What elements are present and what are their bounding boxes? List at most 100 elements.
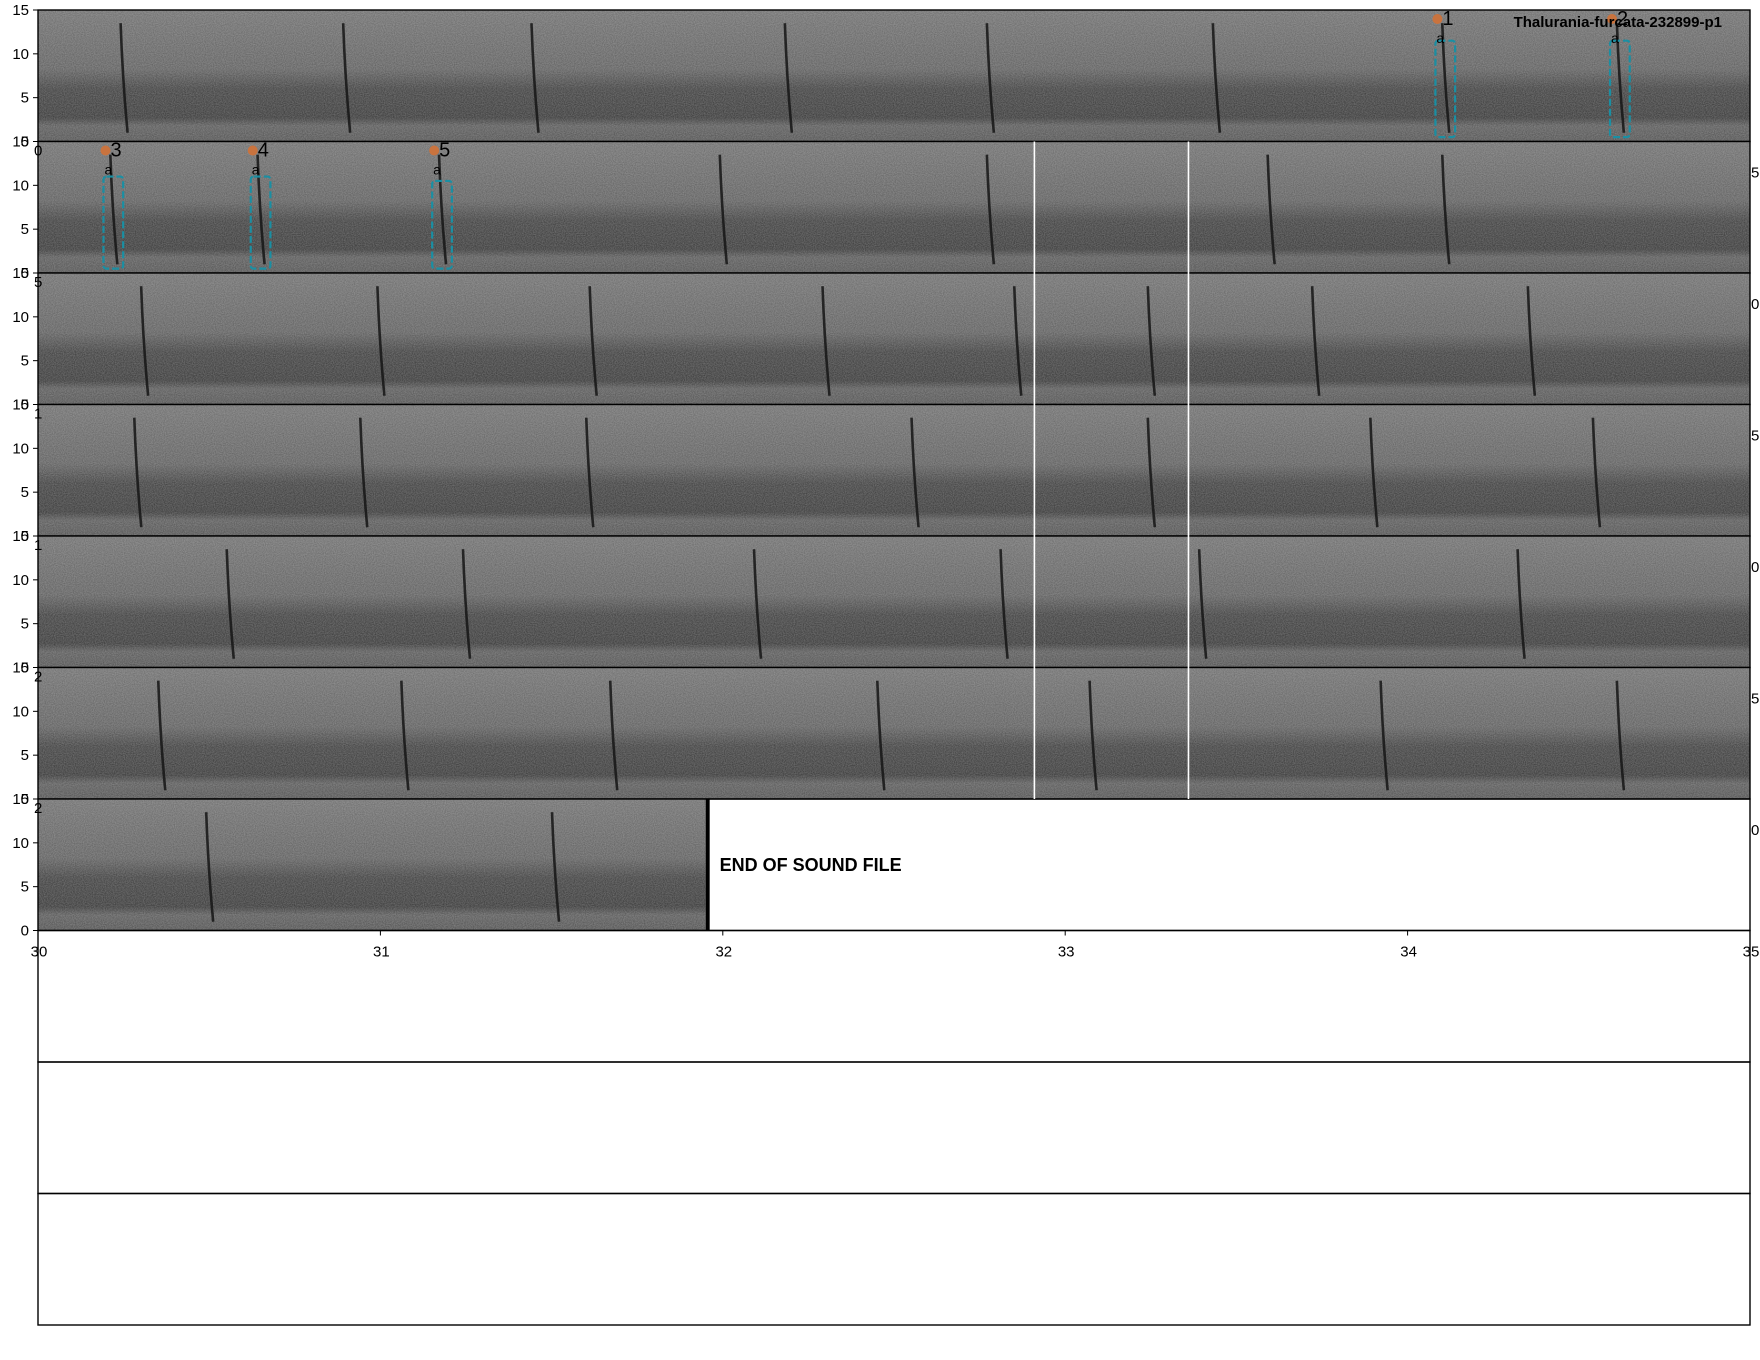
- y-tick-label: 15: [12, 660, 29, 677]
- call-trace: [985, 23, 996, 133]
- call-trace: [376, 286, 386, 396]
- y-tick-label: 5: [21, 879, 29, 896]
- annotation-call-label: a: [433, 162, 441, 178]
- spectrogram-row: [37, 929, 1751, 1063]
- spectrogram-noise: [38, 667, 1750, 799]
- annotation-number: 3: [110, 140, 121, 162]
- y-tick-label: 10: [12, 309, 29, 326]
- y-tick-label: 10: [12, 177, 29, 194]
- call-trace: [132, 417, 143, 528]
- y-tick-label: 15: [12, 265, 29, 282]
- call-trace: [341, 23, 352, 133]
- end-of-file-marker: [705, 799, 710, 931]
- call-trace: [1146, 417, 1157, 528]
- spectrogram-noise: [38, 536, 1750, 668]
- annotation-box: [1434, 39, 1457, 139]
- annotation-call-label: a: [104, 162, 112, 178]
- x-tick-label: 34: [1400, 944, 1417, 961]
- call-trace: [204, 812, 215, 922]
- x-tick-label: 5: [1751, 428, 1759, 445]
- y-tick-label: 0: [21, 265, 29, 282]
- annotation-marker: [100, 145, 111, 156]
- call-trace: [1088, 680, 1098, 791]
- y-tick-label: 0: [21, 923, 29, 940]
- y-tick-label: 15: [12, 2, 29, 19]
- call-trace: [752, 549, 763, 659]
- call-trace: [718, 154, 729, 265]
- x-tick-label: 0: [1751, 296, 1759, 313]
- annotation-box: [249, 175, 272, 270]
- call-trace: [783, 23, 794, 133]
- annotation-marker: [1607, 14, 1618, 24]
- annotation-call-label: a: [1436, 30, 1444, 46]
- end-of-file-label: END OF SOUND FILE: [720, 855, 902, 875]
- call-trace: [461, 549, 472, 659]
- annotation-call-label: a: [252, 162, 260, 178]
- x-tick-label: 33: [1058, 944, 1075, 961]
- call-trace: [1526, 286, 1537, 396]
- y-tick-label: 15: [12, 791, 29, 808]
- x-tick-label: 0: [1751, 559, 1759, 576]
- x-tick-label: 5: [1751, 691, 1759, 708]
- call-trace: [1440, 154, 1451, 265]
- x-tick-label: 30: [31, 944, 48, 961]
- y-tick-label: 10: [12, 703, 29, 720]
- call-trace: [1310, 286, 1321, 396]
- y-tick-label: 15: [12, 397, 29, 414]
- y-tick-label: 5: [21, 221, 29, 238]
- y-tick-label: 0: [21, 528, 29, 545]
- y-tick-label: 0: [21, 791, 29, 808]
- annotation-marker: [1432, 14, 1443, 24]
- annotation-box: [431, 179, 453, 270]
- annotation-number: 1: [1442, 8, 1453, 30]
- annotation-number: 5: [439, 140, 450, 162]
- call-trace: [437, 154, 448, 265]
- spectrogram-noise: [38, 273, 1750, 405]
- y-tick-label: 5: [21, 484, 29, 501]
- call-trace: [119, 23, 129, 133]
- call-trace: [1146, 286, 1157, 396]
- call-trace: [588, 286, 598, 396]
- call-trace: [1591, 417, 1602, 528]
- call-trace: [821, 286, 831, 396]
- x-tick-label: 0: [1751, 822, 1759, 839]
- call-trace: [400, 680, 410, 791]
- annotation-box: [1608, 39, 1631, 139]
- annotation-box: [102, 175, 125, 270]
- annotation-marker: [247, 145, 258, 156]
- spectrogram-row: [37, 1061, 1751, 1195]
- spectrogram-row: [37, 1192, 1751, 1326]
- y-tick-label: 10: [12, 440, 29, 457]
- call-trace: [256, 154, 266, 265]
- call-trace: [109, 154, 119, 265]
- call-trace: [999, 549, 1009, 659]
- row-frame: [37, 1061, 1751, 1195]
- row-frame: [37, 929, 1751, 1063]
- call-trace: [225, 549, 236, 659]
- call-trace: [1615, 680, 1626, 791]
- y-tick-label: 10: [12, 835, 29, 852]
- x-tick-label: 35: [1743, 944, 1760, 961]
- spectrogram-noise: [38, 404, 1750, 536]
- call-trace: [358, 417, 369, 528]
- spectrogram-noise: [38, 799, 706, 931]
- call-trace: [1197, 549, 1208, 659]
- call-trace: [1615, 23, 1626, 133]
- annotation-number: 2: [1617, 8, 1628, 30]
- y-tick-label: 0: [21, 397, 29, 414]
- y-tick-label: 5: [21, 616, 29, 633]
- x-tick-label: 5: [1751, 165, 1759, 182]
- call-trace: [1369, 417, 1379, 528]
- annotation-marker: [429, 145, 440, 156]
- y-tick-label: 15: [12, 528, 29, 545]
- call-trace: [550, 812, 561, 922]
- spectrogram-noise: [38, 10, 1750, 142]
- y-tick-label: 10: [12, 46, 29, 63]
